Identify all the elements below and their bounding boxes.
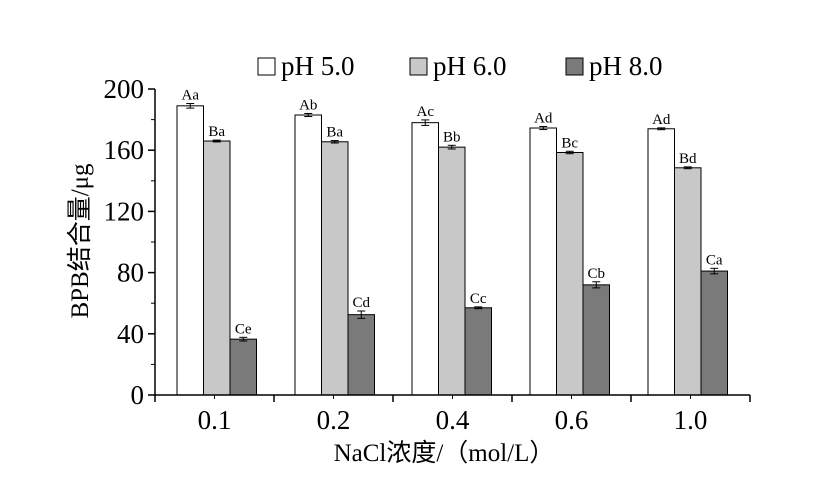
legend-swatch-pH6.0 bbox=[409, 57, 428, 76]
data-label: Cc bbox=[470, 291, 487, 307]
data-label: Ce bbox=[235, 321, 252, 337]
bar-0.2-pH6.0 bbox=[321, 141, 349, 396]
y-tick-label: 0 bbox=[131, 380, 145, 410]
bar-0.4-pH8.0 bbox=[464, 307, 492, 396]
data-label: Cd bbox=[352, 295, 370, 311]
bar-1.0-pH5.0 bbox=[647, 128, 675, 396]
bar-0.1-pH5.0 bbox=[176, 105, 204, 396]
bar-0.6-pH8.0 bbox=[582, 284, 610, 396]
data-label: Ad bbox=[652, 112, 671, 128]
bar-0.1-pH8.0 bbox=[229, 338, 257, 396]
data-label: Ab bbox=[299, 97, 317, 113]
bar-1.0-pH8.0 bbox=[700, 270, 728, 396]
x-tick-label: 0.6 bbox=[555, 405, 589, 435]
legend-label: pH 6.0 bbox=[433, 51, 507, 81]
data-label: Ba bbox=[326, 125, 343, 141]
y-tick-label: 40 bbox=[117, 319, 144, 349]
data-labels: Aa Ab Ac Ad Ad Ba Ba Bb Bc Bd Ce Cd Cc Cb Ca bbox=[182, 88, 723, 338]
data-label: Cb bbox=[587, 266, 605, 282]
data-label: Ac bbox=[417, 104, 435, 120]
data-label: Ca bbox=[706, 252, 723, 268]
legend-swatch-pH5.0 bbox=[257, 57, 276, 76]
error-bars bbox=[186, 103, 719, 342]
x-axis-title: NaCl浓度/（mol/L） bbox=[334, 439, 555, 467]
x-tick-label: 0.4 bbox=[436, 405, 470, 435]
y-tick-label: 200 bbox=[104, 74, 145, 104]
legend-swatch-pH8.0 bbox=[565, 57, 584, 76]
data-label: Bc bbox=[561, 135, 578, 151]
y-tick-label: 120 bbox=[104, 196, 145, 226]
y-tick-label: 80 bbox=[117, 258, 144, 288]
bar-0.2-pH8.0 bbox=[347, 314, 375, 396]
x-tick-label: 0.1 bbox=[198, 405, 232, 435]
bar-0.6-pH6.0 bbox=[556, 151, 584, 396]
bar-1.0-pH6.0 bbox=[674, 167, 702, 396]
axes: 0 40 80 120 160 200 0.1 0.2 0.4 0.6 1.0 bbox=[104, 74, 751, 435]
bar-0.2-pH5.0 bbox=[294, 114, 322, 396]
data-label: Ba bbox=[208, 124, 225, 140]
data-label: Ad bbox=[534, 110, 553, 126]
legend-label: pH 5.0 bbox=[281, 51, 355, 81]
bar-0.4-pH5.0 bbox=[411, 122, 439, 396]
bar-0.6-pH5.0 bbox=[529, 127, 557, 396]
x-tick-label: 1.0 bbox=[674, 405, 708, 435]
bar-0.1-pH6.0 bbox=[203, 140, 231, 396]
x-tick-label: 0.2 bbox=[317, 405, 351, 435]
data-label: Bd bbox=[679, 151, 697, 167]
legend-label: pH 8.0 bbox=[589, 51, 663, 81]
legend: pH 5.0 pH 6.0 pH 8.0 bbox=[257, 51, 663, 81]
data-label: Aa bbox=[182, 88, 200, 104]
y-axis-title: BPB结合量/μg bbox=[66, 163, 94, 319]
data-label: Bb bbox=[443, 129, 461, 145]
bar-0.4-pH6.0 bbox=[438, 146, 466, 396]
y-tick-label: 160 bbox=[104, 135, 145, 165]
